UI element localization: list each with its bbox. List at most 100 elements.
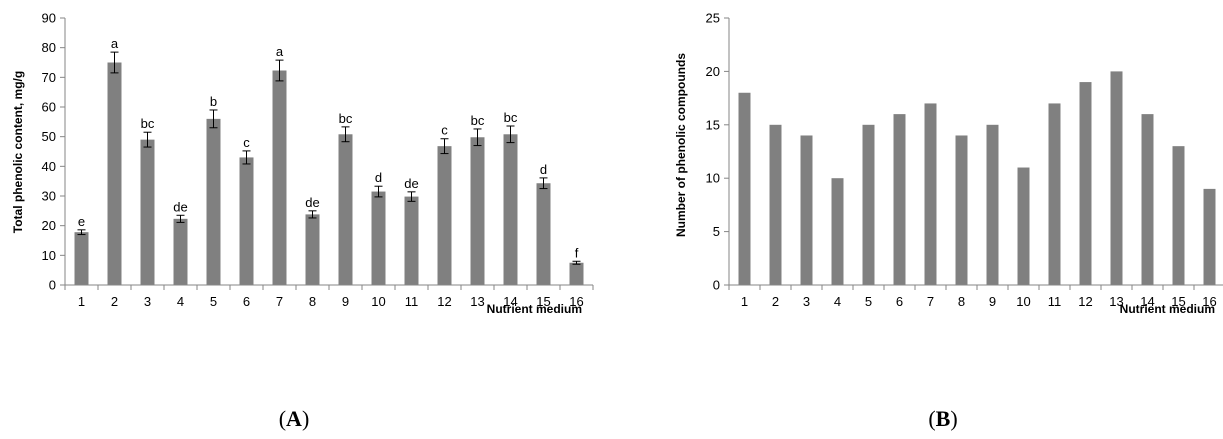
chart-b-ytick-label-5: 5 [713,224,720,239]
chart-b-ytick-label-10: 10 [706,171,720,186]
chart-a-bar-13 [470,137,485,285]
chart-b-xtick-label-16: 16 [1202,294,1216,309]
chart-b-panel-label: (B) [928,406,957,431]
chart-a-xtick-label-12: 12 [437,294,451,309]
chart-a-sig-label-7: a [276,44,284,59]
chart-a-bar-2 [107,62,122,285]
chart-a-xtick-label-8: 8 [309,294,316,309]
chart-b-xtick-label-15: 15 [1171,294,1185,309]
chart-b-ytick-label-25: 25 [706,11,720,26]
chart-b-bar-1 [738,92,751,285]
chart-a-xtick-label-16: 16 [569,294,583,309]
chart-b: Number of phenolic compounds Nutrient me… [674,11,1223,431]
chart-a-bar-8 [305,214,320,285]
chart-a-sig-label-5: b [210,94,217,109]
chart-b-ytick-label-15: 15 [706,117,720,132]
chart-a-ytick-label-60: 60 [42,100,56,115]
chart-a-sig-label-13: bc [471,113,485,128]
chart-a-bar-12 [437,146,452,285]
chart-a-xtick-label-9: 9 [342,294,349,309]
chart-b-xtick-label-13: 13 [1109,294,1123,309]
chart-b-xtick-label-12: 12 [1078,294,1092,309]
chart-b-xtick-label-3: 3 [803,294,810,309]
chart-b-bar-14 [1141,114,1154,286]
chart-a-bar-4 [173,218,188,285]
chart-b-bar-7 [924,103,937,285]
chart-b-bar-6 [893,114,906,286]
chart-a-bar-9 [338,134,353,285]
chart-a-bar-10 [371,191,386,285]
chart-b-xtick-label-10: 10 [1016,294,1030,309]
chart-a-xtick-label-13: 13 [470,294,484,309]
chart-a-sig-label-12: c [441,123,448,138]
chart-a-ylabel: Total phenolic content, mg/g [11,71,25,233]
chart-b-xtick-label-5: 5 [865,294,872,309]
chart-a-xlabel: Nutrient medium [487,302,582,316]
chart-a-xtick-label-2: 2 [111,294,118,309]
chart-b-xtick-label-7: 7 [927,294,934,309]
chart-a-sig-label-9: bc [339,111,353,126]
chart-b-bar-10 [1017,167,1030,285]
chart-a-xtick-label-4: 4 [177,294,184,309]
chart-b-xtick-label-14: 14 [1140,294,1154,309]
chart-a-bar-11 [404,196,419,285]
chart-a-xtick-label-11: 11 [405,294,419,309]
chart-a-sig-label-16: f [575,245,579,260]
chart-a-xtick-label-7: 7 [276,294,283,309]
chart-b-xtick-label-11: 11 [1048,294,1062,309]
chart-b-bar-13 [1110,71,1123,286]
chart-a-sig-label-14: bc [504,110,518,125]
chart-b-xlabel: Nutrient medium [1120,302,1215,316]
chart-a-ytick-label-70: 70 [42,70,56,85]
chart-b-xtick-label-2: 2 [772,294,779,309]
chart-b-bar-9 [986,124,999,285]
chart-a-sig-label-6: c [243,135,250,150]
chart-a-xtick-label-1: 1 [78,294,85,309]
chart-a: Total phenolic content, mg/g Nutrient me… [11,11,594,431]
chart-a-bar-15 [536,183,551,285]
chart-a-bar-7 [272,70,287,285]
chart-a-xtick-label-6: 6 [243,294,250,309]
chart-b-bar-4 [831,178,844,285]
chart-a-bar-14 [503,134,518,285]
chart-b-bar-2 [769,124,782,285]
chart-b-ytick-label-20: 20 [706,64,720,79]
chart-a-bar-16 [569,262,584,285]
chart-a-xtick-label-3: 3 [144,294,151,309]
chart-a-xtick-label-14: 14 [503,294,517,309]
chart-a-sig-label-8: de [305,195,319,210]
chart-b-bar-3 [800,135,813,285]
chart-a-sig-label-1: e [78,214,85,229]
chart-b-bar-12 [1079,82,1092,285]
chart-a-bar-5 [206,118,221,286]
chart-a-sig-label-15: d [540,162,547,177]
chart-b-ytick-label-0: 0 [713,278,720,293]
chart-b-bar-15 [1172,146,1185,285]
chart-b-xtick-label-4: 4 [834,294,841,309]
chart-b-bar-8 [955,135,968,285]
chart-a-ytick-label-30: 30 [42,189,56,204]
chart-a-ytick-label-40: 40 [42,159,56,174]
chart-a-xtick-label-10: 10 [371,294,385,309]
chart-b-bar-5 [862,124,875,285]
chart-a-ytick-label-0: 0 [49,278,56,293]
chart-a-panel-label: (A) [279,406,310,431]
chart-b-bar-16 [1203,188,1216,285]
chart-b-bar-11 [1048,103,1061,285]
chart-a-sig-label-3: bc [141,116,155,131]
chart-a-sig-label-4: de [173,199,187,214]
chart-a-sig-label-10: d [375,170,382,185]
chart-a-ytick-label-90: 90 [42,11,56,26]
chart-b-ylabel: Number of phenolic compounds [674,53,688,237]
chart-a-ytick-label-20: 20 [42,218,56,233]
chart-a-xtick-label-15: 15 [536,294,550,309]
chart-a-ytick-label-10: 10 [42,248,56,263]
chart-a-bar-3 [140,139,155,285]
chart-a-sig-label-11: de [404,176,418,191]
chart-b-xtick-label-9: 9 [989,294,996,309]
chart-a-sig-label-2: a [111,36,119,51]
chart-b-xtick-label-8: 8 [958,294,965,309]
chart-a-ytick-label-80: 80 [42,40,56,55]
chart-a-bar-1 [74,232,89,285]
